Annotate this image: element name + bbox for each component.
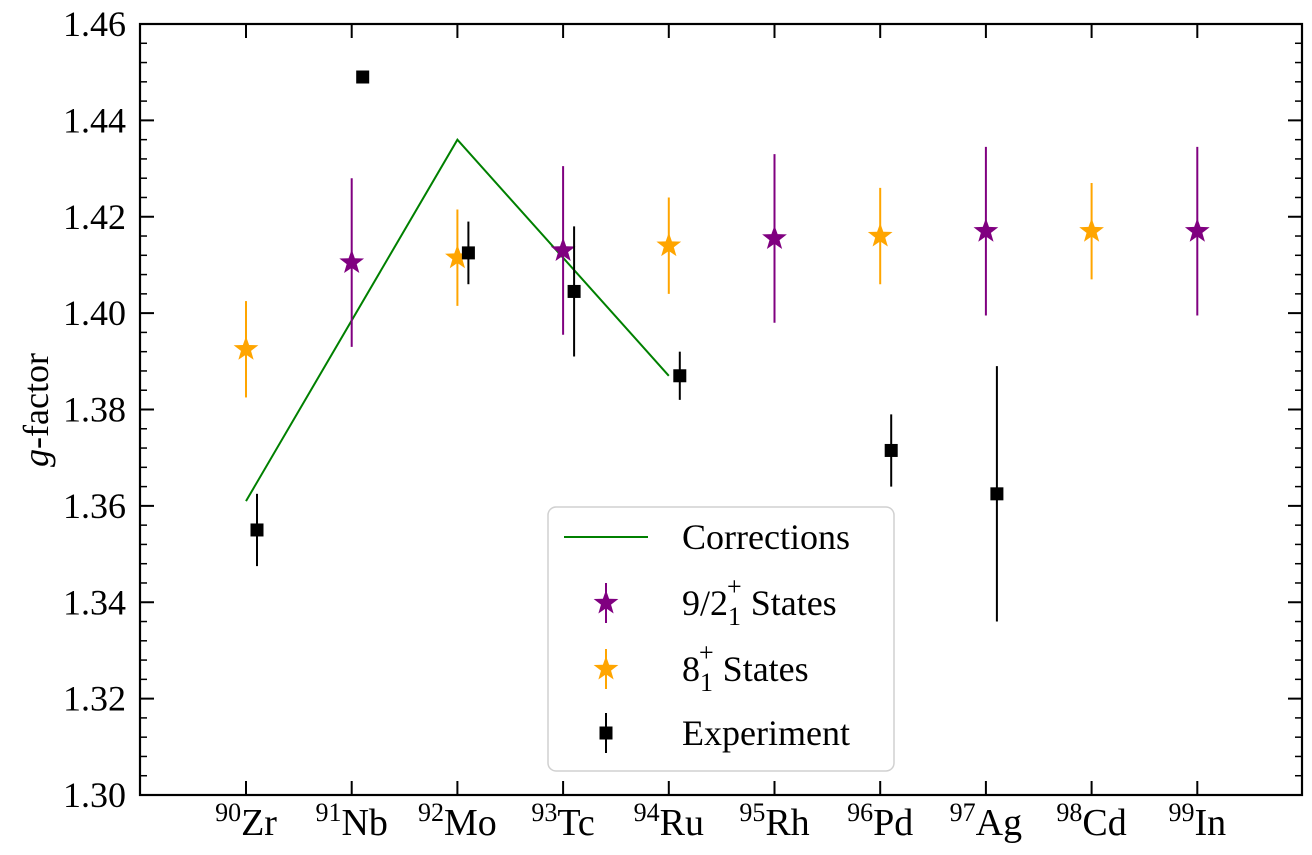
x-tick-label-rh: 95Rh xyxy=(739,798,809,844)
square-marker-experiment xyxy=(356,70,370,84)
x-tick-label-ru: 94Ru xyxy=(634,798,704,844)
x-tick-label-cd: 98Cd xyxy=(1056,798,1126,844)
square-marker-experiment xyxy=(884,443,898,457)
y-tick-label: 1.36 xyxy=(63,486,126,526)
y-tick-label: 1.30 xyxy=(63,775,126,815)
legend: Corrections 9/21+ States 81+ States Experim… xyxy=(547,506,895,772)
star-marker-9-2-1-states xyxy=(1184,218,1210,242)
y-tick-label: 1.32 xyxy=(63,679,126,719)
star-marker-8-1-states xyxy=(867,223,893,247)
star-marker-9-2-1-states xyxy=(339,249,365,274)
star-marker-9-2-1-states xyxy=(762,225,787,249)
x-tick-label-tc: 93Tc xyxy=(531,798,594,844)
y-tick-label: 1.42 xyxy=(63,197,126,237)
y-axis-label-italic: g xyxy=(16,449,56,467)
legend-box xyxy=(547,506,895,772)
legend-swatch-star xyxy=(593,590,619,614)
x-tick-label-nb: 91Nb xyxy=(315,798,387,844)
x-tick-label-pd: 96Pd xyxy=(847,798,913,844)
y-axis-label-rest: -factor xyxy=(16,353,56,449)
star-marker-8-1-states xyxy=(656,232,682,257)
y-tick-label: 1.44 xyxy=(63,100,126,140)
x-tick-label-zr: 90Zr xyxy=(215,798,277,844)
legend-label: 9/21+ States xyxy=(682,572,837,631)
legend-label: Corrections xyxy=(682,517,850,557)
legend-swatch-star xyxy=(593,656,619,680)
x-tick-label-in: 99In xyxy=(1168,798,1226,844)
square-marker-experiment xyxy=(673,369,687,383)
square-marker-experiment xyxy=(461,246,475,260)
star-marker-9-2-1-states xyxy=(973,218,999,242)
y-tick-label: 1.38 xyxy=(63,390,126,430)
x-tick-label-mo: 92Mo xyxy=(418,798,497,844)
y-tick-label: 1.46 xyxy=(63,4,126,44)
square-marker-experiment xyxy=(250,523,264,537)
y-axis-label: g-factor xyxy=(16,353,56,467)
star-marker-9-2-1-states xyxy=(550,237,576,261)
series-line-corrections xyxy=(245,138,670,502)
legend-swatch-square xyxy=(599,726,613,740)
legend-label: 81+ States xyxy=(682,638,809,697)
square-marker-experiment xyxy=(567,284,581,298)
star-marker-8-1-states xyxy=(445,244,470,269)
x-tick-label-ag: 97Ag xyxy=(950,798,1022,844)
star-marker-8-1-states xyxy=(1079,218,1104,242)
square-marker-experiment xyxy=(990,487,1004,501)
legend-label: Experiment xyxy=(682,713,850,753)
star-marker-8-1-states xyxy=(233,336,259,360)
y-tick-label: 1.40 xyxy=(63,293,126,333)
y-tick-label: 1.34 xyxy=(63,582,126,622)
